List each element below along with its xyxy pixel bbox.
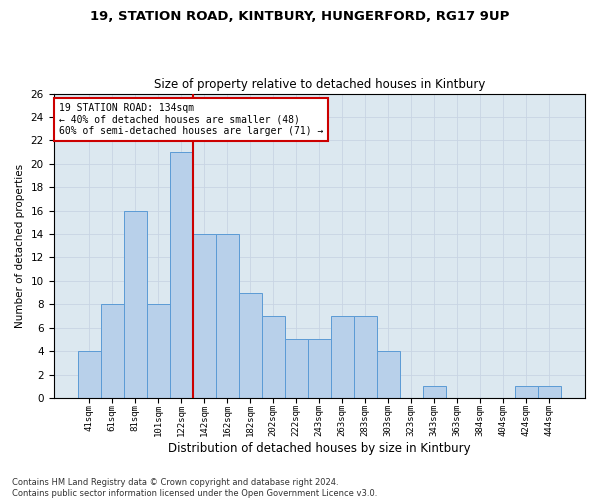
Bar: [538, 386, 561, 398]
Bar: [147, 304, 170, 398]
Bar: [77, 351, 101, 398]
Text: 19, STATION ROAD, KINTBURY, HUNGERFORD, RG17 9UP: 19, STATION ROAD, KINTBURY, HUNGERFORD, …: [91, 10, 509, 23]
Bar: [124, 210, 147, 398]
Bar: [423, 386, 446, 398]
Bar: [193, 234, 216, 398]
Bar: [285, 340, 308, 398]
Bar: [239, 292, 262, 398]
Bar: [515, 386, 538, 398]
Bar: [354, 316, 377, 398]
X-axis label: Distribution of detached houses by size in Kintbury: Distribution of detached houses by size …: [168, 442, 470, 455]
Bar: [170, 152, 193, 398]
Bar: [262, 316, 285, 398]
Bar: [377, 351, 400, 398]
Bar: [101, 304, 124, 398]
Bar: [216, 234, 239, 398]
Text: 19 STATION ROAD: 134sqm
← 40% of detached houses are smaller (48)
60% of semi-de: 19 STATION ROAD: 134sqm ← 40% of detache…: [59, 102, 323, 136]
Y-axis label: Number of detached properties: Number of detached properties: [15, 164, 25, 328]
Title: Size of property relative to detached houses in Kintbury: Size of property relative to detached ho…: [154, 78, 485, 91]
Bar: [308, 340, 331, 398]
Text: Contains HM Land Registry data © Crown copyright and database right 2024.
Contai: Contains HM Land Registry data © Crown c…: [12, 478, 377, 498]
Bar: [331, 316, 354, 398]
